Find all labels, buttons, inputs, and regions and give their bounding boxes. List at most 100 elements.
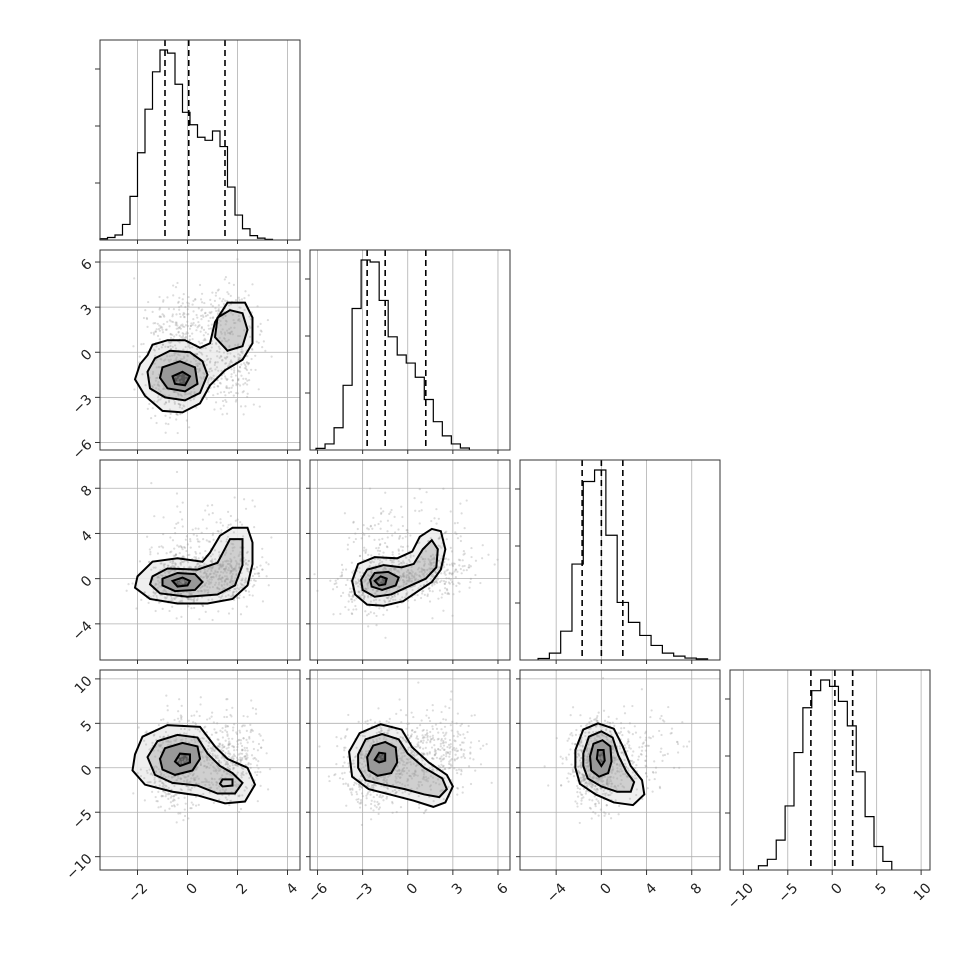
scatter-point: [224, 362, 227, 365]
scatter-point: [436, 578, 440, 581]
scatter-point: [362, 524, 365, 527]
scatter-point: [343, 512, 347, 515]
scatter-point: [198, 342, 202, 345]
scatter-point: [157, 579, 160, 582]
contour-line: [133, 526, 254, 605]
scatter-point: [169, 551, 172, 554]
scatter-point: [403, 739, 406, 742]
scatter-point: [380, 729, 383, 732]
scatter-point: [188, 565, 191, 568]
scatter-point: [214, 570, 217, 574]
scatter-point: [238, 298, 241, 302]
scatter-point: [421, 768, 424, 772]
scatter-point: [227, 612, 231, 615]
scatter-point: [382, 567, 385, 571]
scatter-point: [229, 557, 232, 560]
scatter-point: [414, 579, 417, 582]
scatter-point: [219, 564, 222, 567]
scatter-point: [216, 754, 219, 757]
scatter-point: [177, 710, 180, 713]
scatter-point: [400, 562, 404, 565]
scatter-point: [232, 746, 236, 749]
scatter-point: [418, 510, 421, 513]
scatter-point: [197, 582, 200, 585]
scatter-point: [175, 779, 178, 782]
scatter-point: [440, 546, 443, 549]
scatter-point: [388, 753, 391, 756]
scatter-point: [346, 543, 350, 546]
scatter-point: [197, 590, 200, 593]
scatter-point: [216, 392, 219, 395]
scatter-point: [404, 535, 407, 538]
scatter-point: [417, 744, 420, 747]
scatter-point: [398, 772, 401, 775]
scatter-point: [221, 413, 224, 416]
scatter-point: [186, 759, 189, 762]
scatter-point: [238, 357, 241, 360]
scatter-point: [199, 696, 202, 699]
scatter-point: [180, 380, 183, 383]
scatter-point: [240, 583, 243, 586]
scatter-point: [170, 347, 173, 351]
scatter-point: [244, 363, 247, 366]
scatter-point: [218, 577, 222, 580]
scatter-point: [237, 296, 240, 299]
scatter-point: [406, 574, 409, 577]
scatter-point: [183, 796, 186, 799]
scatter-point: [197, 371, 200, 374]
scatter-point: [455, 584, 458, 588]
scatter-point: [408, 572, 411, 575]
scatter-point: [355, 597, 358, 600]
scatter-point: [381, 762, 384, 765]
scatter-point: [179, 727, 183, 731]
scatter-point: [398, 571, 401, 574]
scatter-point: [580, 749, 583, 752]
scatter-point: [225, 772, 228, 775]
scatter-point: [158, 329, 161, 332]
scatter-point: [153, 362, 157, 365]
scatter-point: [172, 775, 175, 779]
scatter-point: [458, 590, 461, 593]
scatter-point: [170, 769, 173, 772]
scatter-point: [187, 597, 190, 600]
scatter-point: [368, 535, 371, 538]
scatter-point: [246, 754, 249, 757]
scatter-point: [403, 764, 407, 767]
scatter-point: [442, 758, 445, 761]
scatter-point: [234, 587, 237, 590]
scatter-point: [211, 504, 214, 507]
scatter-point: [593, 760, 596, 763]
scatter-point: [224, 580, 227, 583]
scatter-point: [191, 587, 194, 590]
scatter-point: [394, 792, 397, 795]
scatter-point: [173, 354, 176, 357]
scatter-point: [232, 319, 235, 322]
scatter-point: [198, 745, 202, 748]
scatter-point: [182, 580, 186, 584]
scatter-point: [181, 761, 184, 764]
scatter-point: [171, 799, 174, 803]
scatter-point: [387, 600, 391, 603]
scatter-point: [187, 313, 190, 316]
scatter-point: [174, 553, 178, 556]
scatter-point: [177, 573, 180, 576]
scatter-point: [179, 599, 182, 602]
scatter-point: [160, 562, 163, 565]
scatter-point: [345, 728, 349, 731]
scatter-point: [379, 577, 382, 581]
scatter-point: [467, 724, 470, 728]
scatter-point: [439, 748, 442, 752]
scatter-point: [388, 581, 391, 584]
scatter-point: [175, 313, 178, 316]
scatter-point: [372, 740, 375, 744]
scatter-point: [188, 346, 192, 349]
scatter-point: [170, 753, 173, 757]
scatter-point: [177, 394, 180, 397]
scatter-point: [414, 577, 418, 580]
scatter-point: [227, 755, 230, 758]
scatter-point: [398, 586, 401, 589]
scatter-point: [351, 788, 354, 791]
scatter-point: [409, 752, 413, 755]
scatter-point: [437, 597, 440, 600]
scatter-point: [153, 349, 157, 352]
